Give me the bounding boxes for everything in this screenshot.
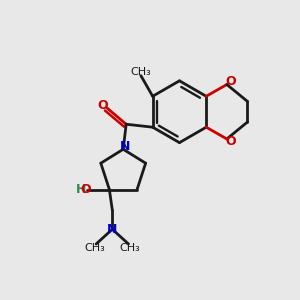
Text: O: O: [225, 75, 236, 88]
Text: O: O: [225, 135, 236, 148]
Text: O: O: [80, 183, 91, 196]
Text: CH₃: CH₃: [120, 242, 140, 253]
Text: N: N: [119, 140, 130, 153]
Text: O: O: [97, 99, 108, 112]
Text: CH₃: CH₃: [130, 67, 151, 77]
Text: H: H: [76, 183, 86, 196]
Text: N: N: [107, 223, 118, 236]
Text: CH₃: CH₃: [84, 242, 105, 253]
